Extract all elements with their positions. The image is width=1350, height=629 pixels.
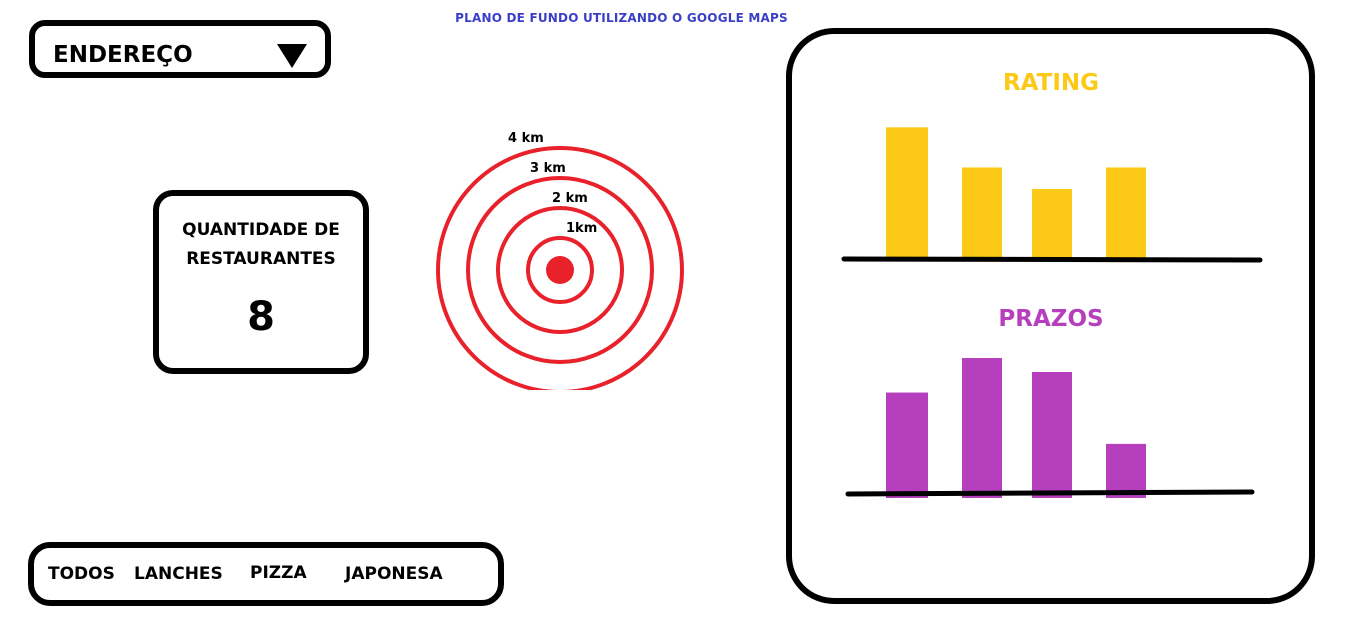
x-axis — [841, 256, 1263, 263]
location-pin-icon — [546, 256, 574, 284]
radius-ring-3 — [466, 176, 654, 364]
restaurant-count-title-line2: RESTAURANTES — [186, 249, 336, 269]
address-dropdown[interactable]: ENDEREÇO — [29, 20, 331, 78]
charts-panel: RATING PRAZOS — [786, 28, 1315, 604]
radius-label-4: 4 km — [508, 131, 544, 146]
bar-2 — [962, 358, 1002, 498]
filter-pizza[interactable]: PIZZA — [250, 563, 307, 583]
bar-1 — [886, 127, 928, 258]
radius-label-3: 3 km — [530, 161, 566, 176]
radius-map[interactable]: 4 km 3 km 2 km 1km — [430, 130, 690, 390]
radius-labels: 4 km 3 km 2 km 1km — [508, 131, 597, 236]
bar-1 — [886, 392, 928, 498]
restaurant-count-title-line1: QUANTIDADE DE — [182, 220, 340, 240]
filter-lanches[interactable]: LANCHES — [134, 564, 223, 584]
radius-ring-4 — [436, 146, 684, 390]
rating-chart-title: RATING — [1002, 70, 1100, 96]
bar-4 — [1106, 167, 1146, 258]
bar-4 — [1106, 443, 1146, 498]
x-axis — [845, 489, 1255, 497]
restaurant-count-card: QUANTIDADE DE RESTAURANTES 8 — [153, 190, 369, 374]
bar-3 — [1032, 372, 1072, 498]
radius-label-2: 2 km — [552, 191, 588, 206]
prazos-chart-title: PRAZOS — [998, 306, 1104, 332]
radius-rings — [436, 146, 684, 390]
filter-japonesa[interactable]: JAPONESA — [345, 564, 443, 584]
prazos-chart — [845, 358, 1255, 498]
address-dropdown-label: ENDEREÇO — [53, 42, 193, 68]
triangle-down-icon[interactable] — [277, 44, 307, 68]
category-filter-bar: TODOS LANCHES PIZZA JAPONESA — [28, 542, 504, 606]
rating-chart — [841, 127, 1263, 263]
filter-todos[interactable]: TODOS — [48, 564, 115, 584]
background-note: PLANO DE FUNDO UTILIZANDO O GOOGLE MAPS — [455, 11, 788, 25]
radius-ring-2 — [496, 206, 624, 334]
bar-2 — [962, 167, 1002, 258]
radius-ring-1 — [526, 236, 594, 304]
radius-label-1: 1km — [566, 221, 597, 236]
restaurant-count-title: QUANTIDADE DE RESTAURANTES — [159, 216, 363, 274]
restaurant-count-value: 8 — [247, 294, 275, 340]
bar-3 — [1032, 188, 1072, 258]
